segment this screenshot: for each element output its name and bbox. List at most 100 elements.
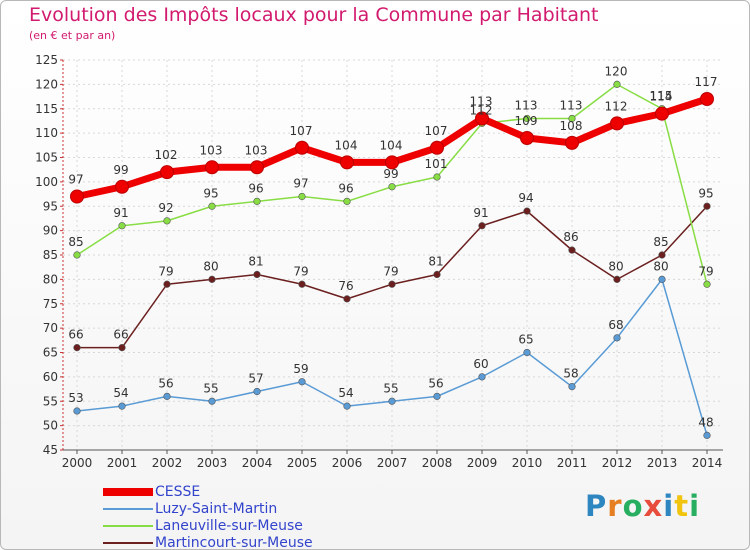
- data-point: [703, 280, 711, 288]
- data-label: 96: [248, 181, 263, 195]
- data-label: 95: [203, 186, 218, 200]
- y-tick-label: 90: [43, 224, 58, 238]
- data-point: [250, 160, 264, 175]
- data-label: 112: [470, 103, 493, 117]
- data-point: [70, 189, 84, 204]
- data-point: [478, 373, 486, 381]
- data-point: [343, 402, 351, 410]
- data-labels: 66 66 79 80 81 79 76 79 81 91 94 86 80 85 95 85 91 92 95 96…: [68, 64, 717, 429]
- series-lines: [70, 80, 714, 439]
- data-label: 79: [158, 264, 173, 278]
- data-label: 104: [335, 138, 358, 152]
- data-point: [523, 348, 531, 357]
- y-tick-label: 85: [43, 248, 58, 262]
- y-tick-label: 100: [35, 175, 58, 189]
- data-label: 85: [653, 235, 668, 249]
- data-label: 48: [698, 415, 713, 429]
- data-label: 55: [383, 381, 398, 395]
- x-tick-label: 2002: [152, 456, 183, 470]
- data-point: [253, 270, 261, 279]
- legend-label: Martincourt-sur-Meuse: [155, 535, 313, 550]
- data-label: 80: [608, 259, 623, 273]
- data-label: 101: [425, 157, 448, 171]
- y-tick-label: 45: [43, 443, 58, 457]
- y-tick-label: 55: [43, 394, 58, 408]
- data-point: [208, 202, 216, 210]
- logo-letter: r: [607, 489, 623, 523]
- data-label: 115: [650, 89, 673, 103]
- data-label: 97: [68, 173, 83, 187]
- data-label: 103: [245, 143, 268, 157]
- data-point: [523, 114, 531, 123]
- data-point: [388, 280, 396, 288]
- legend-label: CESSE: [155, 484, 201, 500]
- x-tick-label: 2001: [107, 456, 138, 470]
- data-point: [433, 173, 441, 181]
- data-label: 113: [515, 99, 538, 113]
- data-label: 113: [560, 99, 583, 113]
- data-label: 95: [698, 186, 713, 200]
- logo-letter: o: [622, 489, 644, 523]
- y-tick-label: 120: [35, 77, 58, 91]
- data-point: [610, 116, 624, 131]
- x-tick-label: 2009: [467, 456, 498, 470]
- data-label: 117: [695, 75, 718, 89]
- data-point: [613, 80, 621, 88]
- data-point: [163, 392, 171, 400]
- data-point: [118, 344, 126, 352]
- data-label: 80: [203, 259, 218, 273]
- x-tick-label: 2004: [242, 456, 273, 470]
- legend-label: Luzy-Saint-Martin: [155, 501, 278, 517]
- logo-letter: x: [643, 489, 664, 523]
- data-label: 112: [605, 99, 628, 113]
- data-label: 108: [560, 119, 583, 133]
- data-point: [703, 431, 711, 439]
- data-label: 81: [248, 255, 263, 269]
- data-label: 96: [338, 181, 353, 195]
- data-label: 79: [698, 264, 713, 278]
- data-point: [163, 217, 171, 225]
- data-label: 99: [383, 167, 398, 181]
- data-point: [613, 334, 621, 342]
- data-point: [340, 155, 354, 170]
- data-label: 114: [650, 90, 673, 104]
- data-label: 104: [380, 138, 403, 152]
- data-label: 109: [515, 114, 538, 128]
- data-point: [160, 165, 174, 180]
- data-point: [298, 378, 306, 386]
- data-point: [343, 197, 351, 205]
- data-label: 92: [158, 201, 173, 215]
- data-point: [478, 222, 486, 230]
- data-label: 86: [563, 230, 578, 244]
- y-tick-label: 110: [35, 126, 58, 140]
- y-tick-label: 60: [43, 370, 58, 384]
- data-point: [208, 397, 216, 405]
- data-label: 54: [338, 386, 353, 400]
- data-point: [115, 179, 129, 194]
- logo-letter: t: [674, 489, 690, 523]
- data-label: 56: [158, 376, 173, 390]
- data-label: 81: [428, 255, 443, 269]
- x-tick-label: 2008: [422, 456, 453, 470]
- grid: [63, 59, 723, 451]
- data-label: 60: [473, 357, 488, 371]
- data-label: 76: [338, 279, 353, 293]
- x-tick-label: 2000: [62, 456, 93, 470]
- data-label: 103: [200, 143, 223, 157]
- legend-swatch: [103, 488, 153, 496]
- data-label: 68: [608, 318, 623, 332]
- data-label: 53: [68, 391, 83, 405]
- data-label: 56: [428, 376, 443, 390]
- data-point: [343, 295, 351, 303]
- data-point: [298, 192, 306, 201]
- logo-letter: i: [663, 489, 675, 523]
- x-tick-label: 2014: [692, 456, 723, 470]
- data-label: 58: [563, 367, 578, 381]
- y-tick-label: 105: [35, 151, 58, 165]
- data-point: [208, 275, 216, 283]
- x-tick-label: 2010: [512, 456, 543, 470]
- data-point: [523, 207, 531, 215]
- legend-swatch: [103, 508, 153, 510]
- data-point: [655, 106, 669, 121]
